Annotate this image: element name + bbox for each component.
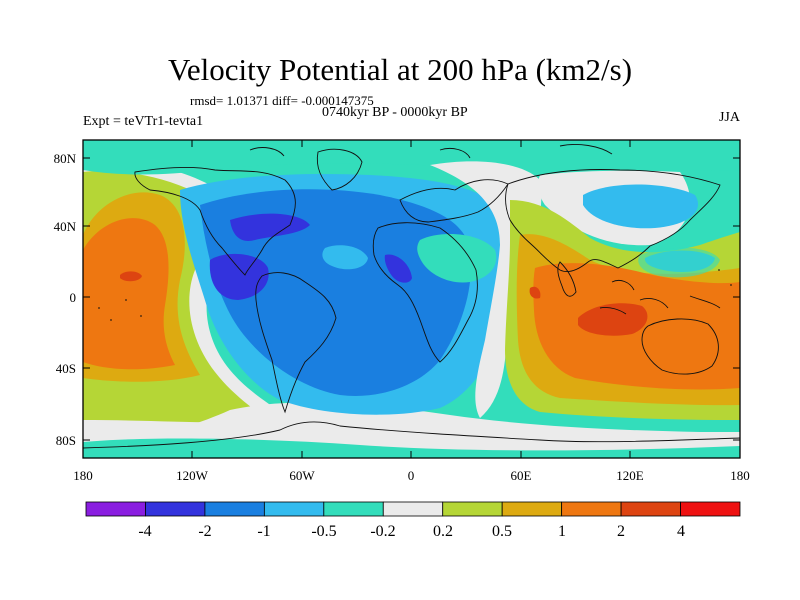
colorbar-swatch-9 [620, 501, 681, 517]
lon-label-180w: 180 [73, 468, 93, 483]
coast-europe [399, 179, 509, 223]
lon-label-60e: 60E [511, 468, 532, 483]
colorbar-labels: -4 -2 -1 -0.5 -0.2 0.2 0.5 1 2 4 [138, 523, 685, 540]
lon-label-120e: 120E [616, 468, 644, 483]
colorbar-swatch-1 [145, 501, 206, 517]
field-arabia-pos2 [529, 286, 541, 299]
lon-label-60w: 60W [289, 468, 315, 483]
coast-africa [372, 222, 478, 363]
colorbar-swatch-6 [442, 501, 503, 517]
colorbar-label-pos4: 4 [677, 523, 685, 540]
field-atlantic-neg05-inner [322, 245, 368, 270]
lon-label-0: 0 [408, 468, 415, 483]
coast-south-america [255, 272, 337, 414]
field-west-pacific-pos2 [120, 271, 142, 282]
field-west-pacific-pos1 [83, 218, 175, 370]
lon-label-180e: 180 [730, 468, 750, 483]
field-atlantic-neg2-americas [209, 253, 269, 300]
colorbar-label-pos1: 1 [558, 523, 566, 540]
field-npacific-neg02 [638, 247, 720, 278]
coast-india [557, 261, 577, 297]
colorbar-swatch-5 [382, 501, 444, 517]
field-atlantic-neg2-africa [384, 254, 412, 283]
lon-label-120w: 120W [176, 468, 209, 483]
lat-labels: 80N 40N 0 40S 80S [54, 151, 77, 448]
coast-antarctica [83, 421, 740, 449]
lon-ticks [82, 140, 741, 458]
colorbar-swatch-4 [323, 501, 384, 517]
field-asia-neg05 [583, 184, 699, 229]
colorbar-label-neg2: -2 [198, 523, 211, 540]
coast-asia [505, 169, 721, 273]
coast-australia [641, 318, 719, 375]
coast-arctic-islands [249, 143, 613, 159]
lat-ticks [83, 157, 740, 441]
colorbar-label-neg02: -0.2 [370, 523, 395, 540]
field-atlantic-neg2-tropical [230, 213, 310, 241]
colorbar-swatch-2 [204, 501, 265, 517]
coast-se-asia-islands [599, 279, 721, 315]
lat-label-40s: 40S [56, 361, 76, 376]
colorbar-label-neg1: -1 [257, 523, 270, 540]
plot-title: Velocity Potential at 200 hPa (km2/s) [167, 52, 633, 87]
lat-label-40n: 40N [54, 219, 77, 234]
contour-field [83, 140, 740, 458]
experiment-label: Expt = teVTr1-tevta1 [83, 114, 204, 129]
colorbar-swatch-10 [680, 501, 741, 517]
field-indopacific-pos2 [578, 303, 648, 336]
field-south-neg02 [83, 438, 740, 458]
colorbar-label-pos05: 0.5 [492, 523, 512, 540]
coast-greenland [316, 148, 363, 191]
colorbar-swatch-3 [263, 501, 325, 517]
colorbar-label-pos2: 2 [617, 523, 625, 540]
period-text: 0740kyr BP - 0000kyr BP [322, 105, 468, 120]
coast-north-america [134, 166, 296, 276]
lat-label-80s: 80S [56, 433, 76, 448]
season-label: JJA [718, 110, 740, 125]
colorbar-swatch-8 [561, 501, 622, 517]
lon-labels: 180 120W 60W 0 60E 120E 180 [73, 468, 750, 483]
colorbar-label-neg05: -0.5 [311, 523, 336, 540]
colorbar-label-pos02: 0.2 [433, 523, 453, 540]
colorbar-swatch-7 [501, 501, 563, 517]
colorbar-swatch-0 [85, 501, 146, 517]
coast-pacific-islands [98, 269, 732, 321]
lat-label-0: 0 [70, 290, 77, 305]
colorbar [85, 501, 741, 517]
field-arctic-neg02 [83, 140, 740, 175]
colorbar-label-neg4: -4 [138, 523, 151, 540]
coastlines [83, 143, 740, 449]
lat-label-80n: 80N [54, 151, 77, 166]
rmsd-text: rmsd= 1.01371 diff= -0.000147375 [190, 93, 374, 108]
